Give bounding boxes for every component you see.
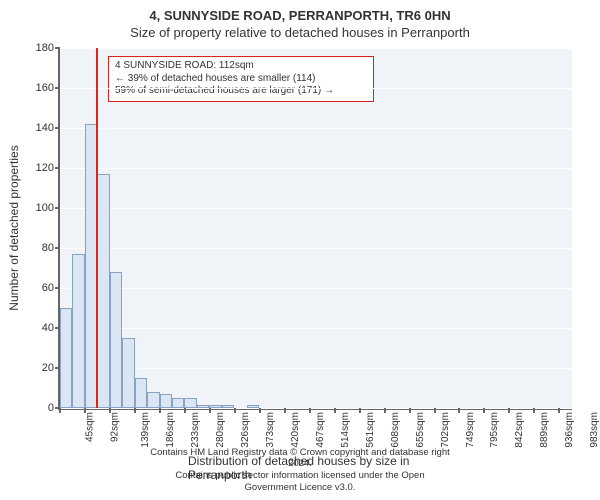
- x-tick-label: 186sqm: [165, 412, 176, 448]
- x-tick-mark: [409, 408, 411, 413]
- histogram-bar: [122, 338, 134, 408]
- x-tick-mark: [359, 408, 361, 413]
- histogram-bar: [247, 405, 259, 408]
- x-tick-mark: [234, 408, 236, 413]
- gridline-h: [60, 328, 572, 329]
- x-tick-mark: [334, 408, 336, 413]
- y-axis-label: Number of detached properties: [7, 145, 21, 310]
- chart-title-address: 4, SUNNYSIDE ROAD, PERRANPORTH, TR6 0HN: [0, 0, 600, 23]
- x-tick-mark: [284, 408, 286, 413]
- x-tick-label: 467sqm: [315, 412, 326, 448]
- histogram-bar: [97, 174, 109, 408]
- annotation-box: 4 SUNNYSIDE ROAD: 112sqm ← 39% of detach…: [108, 56, 374, 102]
- annotation-line3: 59% of semi-detached houses are larger (…: [115, 85, 367, 98]
- y-tick-mark: [55, 47, 60, 49]
- histogram-bar: [60, 308, 72, 408]
- gridline-h: [60, 408, 572, 409]
- x-tick-mark: [59, 408, 61, 413]
- property-marker-line: [96, 48, 98, 408]
- x-tick-mark: [109, 408, 111, 413]
- x-tick-label: 233sqm: [190, 412, 201, 448]
- histogram-bar: [160, 394, 172, 408]
- y-tick-mark: [55, 87, 60, 89]
- histogram-bar: [72, 254, 84, 408]
- y-tick-mark: [55, 167, 60, 169]
- x-tick-mark: [159, 408, 161, 413]
- attribution-line1: Contains HM Land Registry data © Crown c…: [150, 447, 450, 471]
- x-tick-mark: [458, 408, 460, 413]
- gridline-h: [60, 48, 572, 49]
- histogram-bar: [197, 405, 209, 408]
- annotation-line1: 4 SUNNYSIDE ROAD: 112sqm: [115, 60, 367, 73]
- x-tick-mark: [134, 408, 136, 413]
- x-tick-label: 45sqm: [85, 412, 96, 442]
- x-tick-mark: [209, 408, 211, 413]
- gridline-h: [60, 168, 572, 169]
- y-tick-mark: [55, 247, 60, 249]
- y-tick-label: 120: [36, 162, 54, 174]
- x-tick-label: 983sqm: [589, 412, 600, 448]
- x-tick-mark: [558, 408, 560, 413]
- x-tick-mark: [384, 408, 386, 413]
- x-tick-mark: [508, 408, 510, 413]
- x-tick-mark: [84, 408, 86, 413]
- y-tick-label: 40: [42, 322, 54, 334]
- x-tick-mark: [483, 408, 485, 413]
- x-tick-label: 655sqm: [415, 412, 426, 448]
- y-tick-label: 100: [36, 202, 54, 214]
- x-tick-mark: [184, 408, 186, 413]
- y-tick-label: 160: [36, 82, 54, 94]
- x-tick-label: 842sqm: [514, 412, 525, 448]
- x-tick-mark: [533, 408, 535, 413]
- x-tick-label: 795sqm: [489, 412, 500, 448]
- gridline-h: [60, 88, 572, 89]
- x-tick-label: 608sqm: [390, 412, 401, 448]
- histogram-bar: [147, 392, 159, 408]
- attribution-line2: Contains public sector information licen…: [150, 470, 450, 494]
- x-tick-label: 889sqm: [539, 412, 550, 448]
- y-tick-label: 0: [48, 402, 54, 414]
- x-tick-label: 326sqm: [240, 412, 251, 448]
- gridline-h: [60, 288, 572, 289]
- gridline-h: [60, 248, 572, 249]
- gridline-h: [60, 368, 572, 369]
- x-tick-label: 702sqm: [440, 412, 451, 448]
- histogram-bar: [209, 405, 221, 408]
- gridline-h: [60, 208, 572, 209]
- x-tick-label: 373sqm: [265, 412, 276, 448]
- x-tick-label: 561sqm: [365, 412, 376, 448]
- attribution: Contains HM Land Registry data © Crown c…: [150, 447, 450, 495]
- gridline-h: [60, 128, 572, 129]
- y-tick-mark: [55, 287, 60, 289]
- histogram-bar: [172, 398, 184, 408]
- y-tick-mark: [55, 207, 60, 209]
- y-tick-label: 180: [36, 42, 54, 54]
- histogram-bar: [222, 405, 234, 408]
- x-tick-label: 420sqm: [290, 412, 301, 448]
- histogram-bar: [135, 378, 147, 408]
- x-tick-label: 280sqm: [215, 412, 226, 448]
- y-tick-label: 60: [42, 282, 54, 294]
- y-tick-label: 20: [42, 362, 54, 374]
- annotation-line2: ← 39% of detached houses are smaller (11…: [115, 73, 367, 86]
- y-tick-mark: [55, 127, 60, 129]
- x-tick-label: 936sqm: [564, 412, 575, 448]
- x-tick-mark: [434, 408, 436, 413]
- x-tick-mark: [309, 408, 311, 413]
- histogram-bar: [184, 398, 196, 408]
- x-tick-label: 514sqm: [340, 412, 351, 448]
- x-tick-label: 139sqm: [140, 412, 151, 448]
- x-tick-label: 92sqm: [110, 412, 121, 442]
- x-tick-mark: [259, 408, 261, 413]
- chart-title-desc: Size of property relative to detached ho…: [0, 25, 600, 40]
- y-tick-label: 80: [42, 242, 54, 254]
- x-tick-label: 749sqm: [465, 412, 476, 448]
- chart-plot-area: Number of detached properties 4 SUNNYSID…: [58, 48, 572, 410]
- histogram-bar: [110, 272, 122, 408]
- y-tick-label: 140: [36, 122, 54, 134]
